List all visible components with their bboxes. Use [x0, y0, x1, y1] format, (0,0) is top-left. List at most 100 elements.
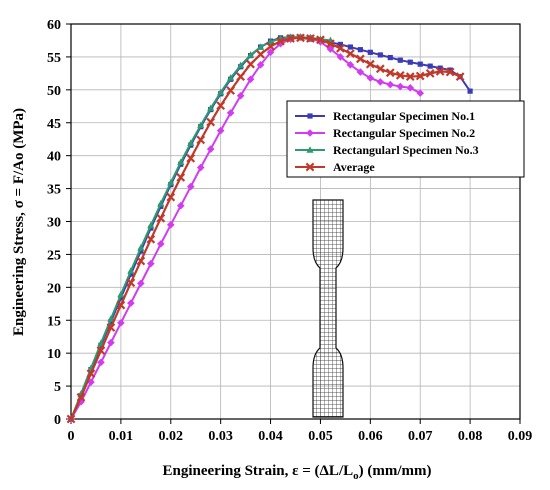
- x-tick-label: 0.03: [208, 429, 233, 444]
- x-tick-label: 0.09: [508, 429, 533, 444]
- data-point: [375, 64, 385, 74]
- data-point: [196, 163, 205, 172]
- legend-item: Average: [295, 160, 375, 174]
- x-tick-label: 0.04: [258, 429, 283, 444]
- data-point: [326, 39, 335, 49]
- data-point: [397, 57, 403, 63]
- series-line: [70, 36, 461, 420]
- data-point: [407, 59, 413, 65]
- y-tick-label: 55: [47, 51, 61, 66]
- data-point: [236, 72, 245, 82]
- data-point: [126, 278, 136, 288]
- series-3: [67, 33, 335, 422]
- data-point: [206, 117, 216, 127]
- data-point: [256, 61, 265, 69]
- data-point: [227, 74, 235, 81]
- y-tick-label: 25: [47, 248, 61, 263]
- data-point: [336, 53, 345, 61]
- data-point: [117, 290, 125, 298]
- data-point: [167, 178, 175, 186]
- y-tick-label: 50: [47, 84, 61, 99]
- y-tick-label: 35: [47, 183, 61, 198]
- data-point: [157, 240, 165, 248]
- data-point: [146, 234, 156, 244]
- data-point: [347, 44, 353, 50]
- data-point: [127, 267, 135, 274]
- legend-label: Rectangular Specimen No.2: [333, 126, 475, 140]
- legend-box: [286, 100, 525, 178]
- data-point: [376, 78, 385, 86]
- data-point: [367, 49, 373, 55]
- data-point: [176, 173, 186, 182]
- data-point: [186, 153, 196, 163]
- y-tick-label: 0: [54, 413, 61, 428]
- data-point: [177, 158, 185, 166]
- data-point: [296, 33, 305, 43]
- data-point: [396, 82, 405, 91]
- data-point: [386, 80, 395, 89]
- data-point: [237, 61, 245, 69]
- grid: [70, 23, 521, 420]
- data-point: [207, 104, 215, 112]
- legend: Rectangular Specimen No.1 Rectangular Spe…: [286, 100, 525, 178]
- data-point: [226, 109, 235, 117]
- data-point: [286, 34, 295, 43]
- x-tick-label: 0: [68, 429, 75, 444]
- data-point: [226, 86, 236, 95]
- data-point: [137, 244, 145, 251]
- data-point: [236, 91, 245, 100]
- x-tick-label: 0.01: [109, 429, 134, 444]
- data-point: [97, 358, 105, 367]
- series-4: [66, 33, 465, 424]
- data-point: [247, 51, 255, 58]
- data-point: [415, 71, 425, 81]
- x-tick-label: 0.06: [358, 429, 383, 444]
- data-point: [246, 75, 255, 84]
- data-point: [138, 248, 144, 254]
- legend-label: Rectangularl Specimen No.3: [333, 143, 479, 157]
- data-point: [136, 256, 146, 266]
- legend-marker: [306, 129, 314, 137]
- data-point: [116, 300, 126, 310]
- legend-item: Rectangular Specimen No.1: [295, 109, 475, 123]
- data-series: [66, 33, 473, 424]
- data-point: [266, 48, 275, 57]
- data-point: [217, 88, 225, 96]
- data-point: [206, 145, 215, 153]
- data-point: [216, 101, 226, 111]
- data-point: [365, 59, 375, 69]
- data-point: [187, 139, 195, 146]
- data-point: [406, 84, 415, 92]
- data-point: [447, 67, 453, 73]
- data-point: [246, 59, 255, 69]
- y-tick-label: 30: [47, 216, 61, 231]
- series-2: [67, 33, 425, 423]
- y-axis-ticks: 0 5 10 15 20 25 30 35 40 45 50 55 60: [47, 18, 71, 428]
- legend-item: Rectangularl Specimen No.3: [295, 143, 479, 157]
- data-point: [357, 47, 363, 53]
- data-point: [118, 295, 124, 301]
- data-point: [395, 70, 405, 80]
- x-tick-label: 0.07: [408, 429, 433, 444]
- data-point: [377, 52, 383, 58]
- data-point: [266, 42, 275, 51]
- data-point: [256, 49, 265, 59]
- data-point: [106, 323, 116, 332]
- data-point: [107, 315, 115, 322]
- data-point: [166, 220, 175, 229]
- data-point: [276, 36, 285, 46]
- legend-item: Rectangular Specimen No.2: [295, 126, 475, 140]
- series-line: [70, 36, 331, 420]
- data-point: [467, 88, 473, 94]
- data-point: [316, 35, 325, 45]
- data-point: [128, 271, 134, 277]
- data-point: [117, 319, 125, 327]
- data-point: [355, 54, 365, 64]
- x-tick-label: 0.08: [458, 429, 483, 444]
- data-point: [425, 68, 435, 78]
- data-point: [266, 37, 275, 45]
- data-point: [66, 414, 76, 424]
- data-point: [256, 43, 265, 50]
- x-tick-label: 0.05: [308, 429, 333, 444]
- data-point: [137, 279, 145, 288]
